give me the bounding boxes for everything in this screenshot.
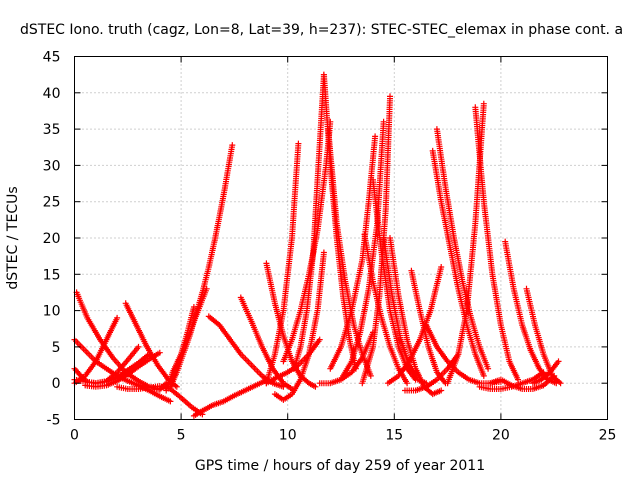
series-arc — [408, 267, 449, 387]
data-point-markers — [263, 140, 302, 387]
data-point-markers — [429, 147, 487, 379]
series-arc — [359, 93, 393, 387]
data-point-markers — [163, 285, 210, 394]
series-arc — [472, 104, 521, 383]
y-tick-label: 30 — [43, 158, 61, 174]
x-tick-label: 0 — [70, 428, 79, 444]
y-tick-label: -5 — [47, 413, 61, 429]
data-point-markers — [205, 313, 287, 390]
y-tick-label: 5 — [52, 340, 61, 356]
x-axis: 0 5 10 15 20 25 — [70, 56, 617, 444]
y-tick-label: 20 — [43, 231, 61, 247]
data-point-markers — [359, 93, 393, 387]
y-tick-label: 10 — [43, 304, 61, 320]
series-arc — [167, 142, 236, 390]
y-tick-label: 45 — [43, 50, 61, 66]
series-arc — [263, 140, 302, 387]
series-arc — [429, 147, 487, 379]
y-axis-label: dSTEC / TECUs — [5, 186, 21, 289]
series-arc — [205, 313, 287, 390]
y-axis: -5 0 5 10 15 20 25 30 35 40 45 — [43, 50, 608, 429]
series-arc — [190, 377, 270, 419]
data-points — [71, 71, 564, 419]
series-arc — [523, 285, 564, 387]
data-point-markers — [190, 377, 270, 419]
data-point-markers — [271, 249, 327, 403]
data-point-markers — [384, 264, 445, 387]
data-point-markers — [433, 126, 492, 372]
data-point-markers — [529, 358, 562, 387]
series-arc — [325, 126, 374, 379]
series-arc — [384, 264, 445, 387]
x-tick-label: 10 — [279, 428, 297, 444]
y-tick-label: 35 — [43, 122, 61, 138]
x-axis-label: GPS time / hours of day 259 of year 2011 — [195, 458, 485, 474]
data-point-markers — [472, 104, 521, 383]
chart-title: dSTEC Iono. truth (cagz, Lon=8, Lat=39, … — [20, 22, 623, 38]
series-arc — [291, 71, 327, 372]
y-tick-label: 0 — [52, 376, 61, 392]
series-arc — [433, 126, 492, 372]
data-point-markers — [523, 285, 564, 387]
data-point-markers — [291, 71, 327, 372]
data-point-markers — [325, 126, 374, 379]
series-arc — [163, 285, 210, 394]
x-tick-label: 20 — [492, 428, 510, 444]
x-tick-label: 25 — [599, 428, 617, 444]
series-arc — [271, 249, 327, 403]
y-tick-label: 15 — [43, 267, 61, 283]
series-arc — [529, 358, 562, 387]
y-tick-label: 40 — [43, 86, 61, 102]
y-tick-label: 25 — [43, 195, 61, 211]
series-arc — [114, 383, 206, 418]
data-point-markers — [408, 267, 449, 387]
x-tick-label: 15 — [385, 428, 403, 444]
data-point-markers — [114, 383, 206, 418]
x-tick-label: 5 — [177, 428, 186, 444]
data-point-markers — [167, 142, 236, 390]
